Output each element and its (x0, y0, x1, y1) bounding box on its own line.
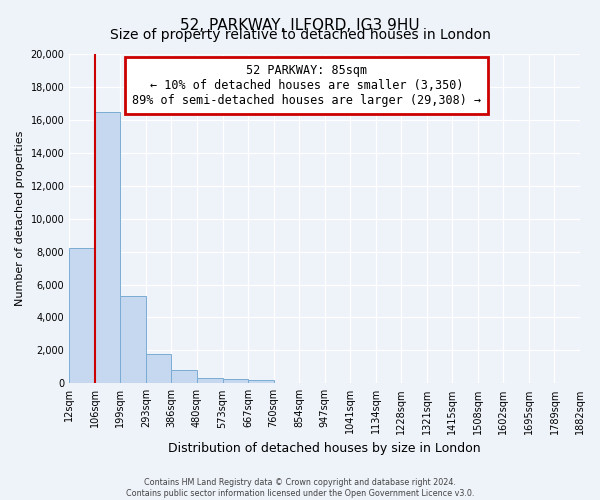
Bar (95, 112, 121, 384)
Text: 52 PARKWAY: 85sqm
← 10% of detached houses are smaller (3,350)
89% of semi-detac: 52 PARKWAY: 85sqm ← 10% of detached hous… (132, 64, 481, 107)
Y-axis label: Number of detached properties: Number of detached properties (15, 131, 25, 306)
Bar (248, 380, 274, 384)
Bar (172, 370, 197, 384)
Text: 52, PARKWAY, ILFORD, IG3 9HU: 52, PARKWAY, ILFORD, IG3 9HU (180, 18, 420, 32)
Bar (121, 296, 146, 384)
Bar (146, 354, 172, 384)
Text: Contains HM Land Registry data © Crown copyright and database right 2024.
Contai: Contains HM Land Registry data © Crown c… (126, 478, 474, 498)
Bar (223, 379, 248, 384)
Bar (197, 378, 223, 384)
X-axis label: Distribution of detached houses by size in London: Distribution of detached houses by size … (169, 442, 481, 455)
Text: Size of property relative to detached houses in London: Size of property relative to detached ho… (110, 28, 490, 42)
Bar (69, 248, 95, 384)
